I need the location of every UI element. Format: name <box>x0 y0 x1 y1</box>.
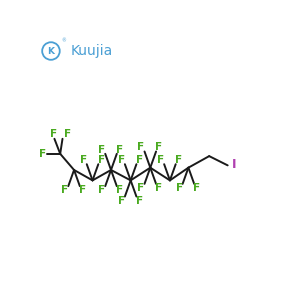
Text: F: F <box>136 155 143 165</box>
Text: F: F <box>79 185 86 195</box>
Text: F: F <box>175 155 182 165</box>
Text: F: F <box>137 142 145 152</box>
Text: F: F <box>118 155 125 165</box>
Text: F: F <box>116 145 123 155</box>
Text: Kuujia: Kuujia <box>71 44 113 58</box>
Text: F: F <box>80 155 87 165</box>
Text: F: F <box>98 185 105 195</box>
Text: F: F <box>118 196 125 206</box>
Text: F: F <box>155 142 162 152</box>
Text: F: F <box>176 183 183 193</box>
Text: F: F <box>50 129 57 139</box>
Text: F: F <box>98 145 105 155</box>
Text: F: F <box>61 185 68 195</box>
Text: F: F <box>136 196 143 206</box>
Text: F: F <box>98 155 105 165</box>
Text: F: F <box>116 185 123 195</box>
Text: F: F <box>157 155 164 165</box>
Text: F: F <box>155 183 162 193</box>
Text: F: F <box>39 149 46 159</box>
Text: F: F <box>137 183 145 193</box>
Text: F: F <box>194 183 200 193</box>
Text: ®: ® <box>61 38 66 43</box>
Text: K: K <box>47 46 55 56</box>
Text: F: F <box>64 129 71 139</box>
Text: I: I <box>232 158 237 171</box>
